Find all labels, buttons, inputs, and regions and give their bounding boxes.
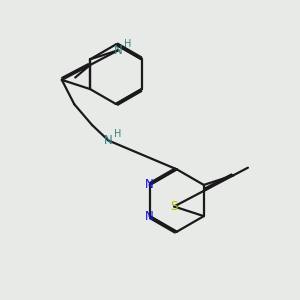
Text: N: N xyxy=(145,178,154,191)
Text: N: N xyxy=(104,134,113,147)
Text: H: H xyxy=(114,129,122,139)
Text: H: H xyxy=(124,39,131,49)
Text: S: S xyxy=(170,200,178,213)
Text: N: N xyxy=(114,44,123,57)
Text: N: N xyxy=(145,210,154,223)
